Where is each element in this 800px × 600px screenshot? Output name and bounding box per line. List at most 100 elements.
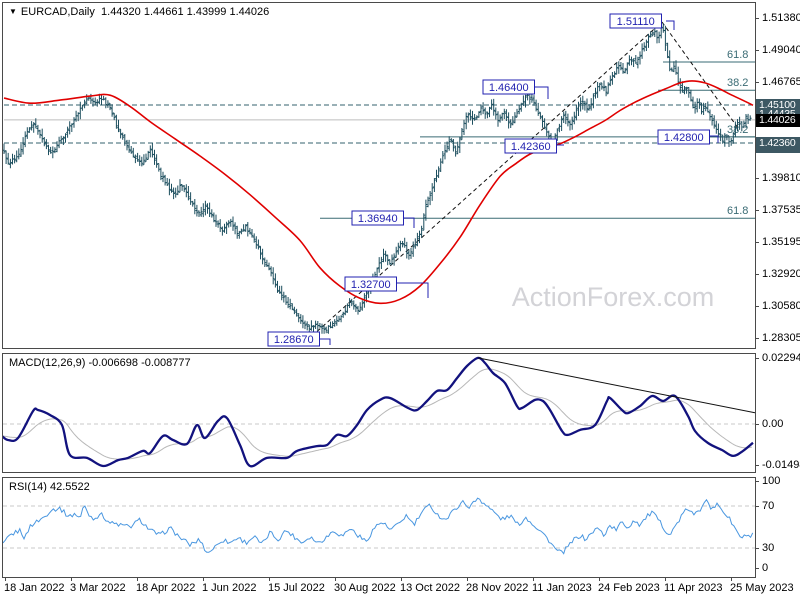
annotation-connector: [666, 20, 675, 30]
y-axis-label: 1.49040: [762, 44, 800, 56]
x-axis-label: 3 Mar 2022: [70, 582, 126, 594]
current-price-badge: 1.44026: [756, 113, 800, 127]
y-axis-label: 30: [762, 542, 775, 554]
y-axis-label: 1.39810: [762, 172, 800, 184]
macd-signal-line: [3, 368, 753, 460]
x-axis-label: 18 Apr 2022: [136, 582, 196, 594]
y-axis-tick: [755, 18, 759, 19]
watermark: ActionForex.com: [512, 282, 715, 312]
y-axis-tick: [755, 50, 759, 51]
x-axis-label: 30 Aug 2022: [334, 582, 396, 594]
annotation-connector: [397, 282, 429, 298]
y-axis-tick: [755, 424, 759, 425]
y-axis-label: -0.014989: [762, 459, 800, 471]
price-axis[interactable]: 1.51380 1.49040 1.46765 1.39810 1.37535 1.351…: [755, 0, 800, 578]
y-axis-tick: [755, 82, 759, 83]
date-axis[interactable]: 18 Jan 2022 3 Mar 2022 18 Apr 2022 1 Jun 20…: [2, 577, 794, 597]
y-axis-tick: [755, 568, 759, 569]
x-axis-label: 11 Apr 2023: [664, 582, 723, 594]
x-axis-tick: [5, 577, 6, 581]
y-axis-tick: [755, 338, 759, 339]
x-axis-tick: [269, 577, 270, 581]
x-axis-label: 18 Jan 2022: [4, 582, 65, 594]
fib-label: 38.2: [727, 77, 748, 89]
macd-label: MACD(12,26,9) -0.006698 -0.008777: [9, 357, 191, 369]
symbol-dropdown-icon[interactable]: ▼: [9, 7, 17, 16]
y-axis-label: 0.02294: [762, 352, 800, 364]
y-axis-label: 1.37535: [762, 204, 800, 216]
annotation-price-label: 1.28670: [274, 334, 314, 346]
rsi-panel[interactable]: RSI(14) 42.5522: [2, 477, 756, 578]
annotation-connector: [320, 338, 331, 345]
annotation-price-label: 1.32700: [351, 279, 391, 291]
annotation-box: [504, 138, 557, 154]
y-axis-label: 1.32920: [762, 268, 800, 280]
y-axis-tick: [755, 178, 759, 179]
x-axis-tick: [731, 577, 732, 581]
trendline: [661, 21, 739, 129]
y-axis-tick: [755, 274, 759, 275]
y-axis-tick: [755, 465, 759, 466]
y-axis-label: 1.28305: [762, 332, 800, 344]
y-axis-tick: [755, 242, 759, 243]
main-price-plot[interactable]: ActionForex.com61.838.238.261.81.511101.…: [3, 3, 755, 348]
annotation-box: [351, 210, 404, 226]
ohlc-values: 1.44320 1.44661 1.43999 1.44026: [101, 6, 270, 18]
y-axis-label: 0.00: [762, 418, 784, 430]
y-axis-label: 1.51380: [762, 12, 800, 24]
x-axis-tick: [203, 577, 204, 581]
x-axis-tick: [137, 577, 138, 581]
y-axis-label: 70: [762, 500, 775, 512]
x-axis-label: 1 Jun 2022: [202, 582, 257, 594]
fib-label: 61.8: [727, 205, 748, 217]
y-axis-tick: [755, 358, 759, 359]
moving-average-line: [3, 80, 754, 305]
y-axis-label: 100: [762, 475, 781, 487]
main-chart-panel[interactable]: ActionForex.com 61.8 38.2 38.2 61.8 1.51110 1.…: [2, 2, 756, 349]
annotation-box: [482, 79, 535, 95]
y-axis-label: 0: [762, 562, 769, 574]
rsi-line: [3, 497, 754, 555]
x-axis-label: 13 Oct 2022: [400, 582, 460, 594]
price-level-badge: 1.42360: [756, 136, 800, 150]
y-axis-tick: [755, 506, 759, 507]
macd-main-line: [3, 356, 754, 468]
annotation-box: [267, 331, 320, 347]
x-axis-tick: [533, 577, 534, 581]
y-axis-tick: [755, 548, 759, 549]
x-axis-tick: [599, 577, 600, 581]
annotation-box: [344, 276, 397, 292]
x-axis-tick: [335, 577, 336, 581]
ohlc-bars: [3, 23, 752, 334]
macd-trendline: [477, 357, 755, 414]
x-axis-tick: [71, 577, 72, 581]
x-axis-tick: [467, 577, 468, 581]
annotation-price-label: 1.46400: [489, 82, 529, 94]
x-axis-label: 15 Jul 2022: [268, 582, 325, 594]
chart-title: ▼ EURCAD,Daily 1.44320 1.44661 1.43999 1.…: [9, 6, 269, 18]
y-axis-tick: [755, 306, 759, 307]
x-axis-label: 24 Feb 2023: [598, 582, 660, 594]
y-axis-label: 1.46765: [762, 76, 800, 88]
annotation-price-label: 1.36940: [358, 213, 398, 225]
x-axis-label: 28 Nov 2022: [466, 582, 529, 594]
y-axis-label: 1.35195: [762, 236, 800, 248]
rsi-label: RSI(14) 42.5522: [9, 481, 90, 493]
annotation-connector: [535, 86, 549, 99]
annotation-connector: [404, 217, 415, 228]
x-axis-label: 25 May 2023: [730, 582, 794, 594]
annotation-connector: [710, 135, 719, 143]
macd-panel[interactable]: MACD(12,26,9) -0.006698 -0.008777: [2, 353, 756, 473]
annotation-box: [657, 129, 710, 145]
y-axis-tick: [755, 210, 759, 211]
x-axis-label: 11 Jan 2023: [532, 582, 592, 594]
annotation-price-label: 1.51110: [617, 16, 655, 28]
y-axis-label: 1.30580: [762, 300, 800, 312]
y-axis-tick: [755, 481, 759, 482]
rsi-plot[interactable]: [3, 478, 755, 577]
annotation-price-label: 1.42800: [664, 132, 704, 144]
symbol-timeframe-label: EURCAD,Daily: [20, 6, 95, 18]
macd-plot[interactable]: [3, 354, 755, 472]
x-axis-tick: [665, 577, 666, 581]
